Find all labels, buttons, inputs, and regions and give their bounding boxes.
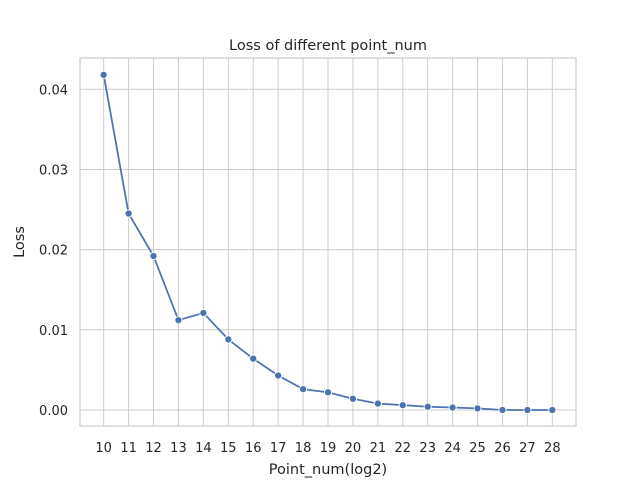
y-tick-label: 0.01 <box>39 324 68 339</box>
data-point <box>448 403 457 412</box>
x-tick-label: 22 <box>395 441 412 456</box>
data-point <box>174 316 183 325</box>
y-tick-label: 0.03 <box>39 163 68 178</box>
y-tick-label: 0.00 <box>39 404 68 419</box>
data-point <box>224 335 233 344</box>
chart-title: Loss of different point_num <box>229 38 427 54</box>
x-tick-label: 13 <box>170 441 187 456</box>
y-tick-label: 0.04 <box>39 83 68 98</box>
x-tick-label: 20 <box>345 441 362 456</box>
data-point <box>373 399 382 408</box>
data-point <box>149 251 158 261</box>
x-tick-label: 11 <box>120 441 137 456</box>
data-point <box>124 209 133 218</box>
data-point <box>423 402 432 411</box>
x-tick-label: 10 <box>95 441 112 456</box>
x-tick-label: 21 <box>370 441 387 456</box>
y-axis-label: Loss <box>12 226 28 258</box>
x-tick-label: 26 <box>494 441 511 456</box>
data-point <box>323 388 333 397</box>
grid-lines <box>80 58 576 426</box>
x-tick-label: 15 <box>220 441 237 456</box>
tick-labels: 10 11 12 13 14 15 16 17 18 19 20 21 22 23 24 25 26 27 28 0.… <box>39 83 561 456</box>
x-axis-label: Point_num(log2) <box>269 462 387 478</box>
x-tick-label: 28 <box>544 441 561 456</box>
data-point <box>398 401 407 410</box>
x-tick-label: 17 <box>270 441 287 456</box>
x-tick-label: 16 <box>245 441 262 456</box>
plot-frame <box>79 57 577 427</box>
x-tick-label: 12 <box>145 441 162 456</box>
data-point <box>473 404 482 413</box>
x-tick-label: 24 <box>444 441 461 456</box>
data-point <box>348 394 357 403</box>
data-point <box>548 405 557 415</box>
data-point <box>274 371 283 380</box>
x-tick-label: 14 <box>195 441 212 456</box>
x-tick-label: 25 <box>469 441 486 456</box>
x-tick-label: 19 <box>320 441 337 456</box>
data-point <box>523 405 532 415</box>
data-point <box>249 354 258 363</box>
y-tick-label: 0.02 <box>39 244 68 259</box>
x-tick-label: 27 <box>519 441 536 456</box>
data-point <box>299 385 308 394</box>
x-tick-label: 18 <box>295 441 312 456</box>
data-point <box>99 70 108 79</box>
data-point <box>498 405 507 415</box>
x-tick-label: 23 <box>419 441 436 456</box>
data-layer <box>99 70 557 415</box>
data-point <box>199 308 208 318</box>
